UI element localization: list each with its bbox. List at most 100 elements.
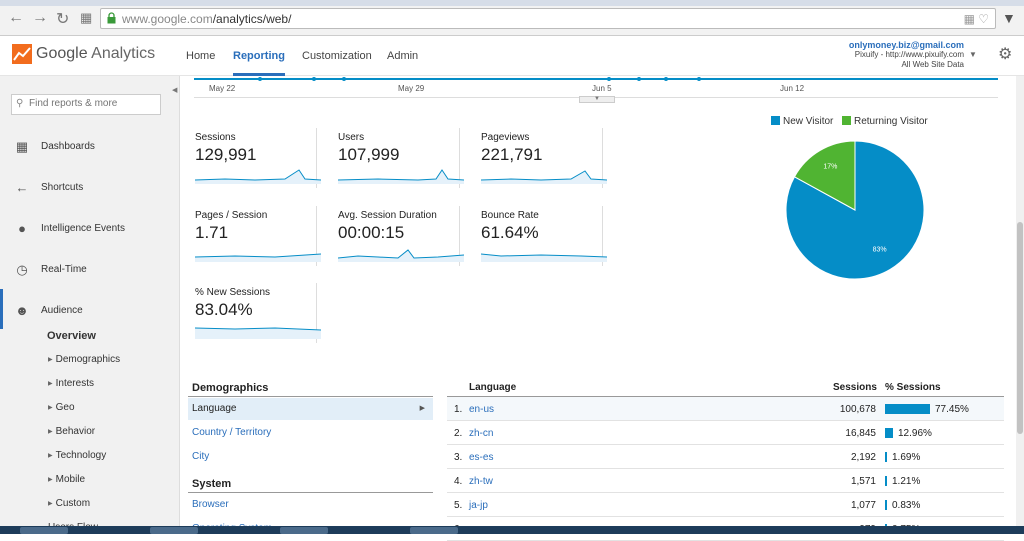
sidebar-item-audience[interactable]: ☻ Audience <box>0 289 180 329</box>
sidebar-sub-demographics[interactable]: ▶ Demographics <box>48 354 121 365</box>
expand-triangle-icon: ▶ <box>48 501 53 507</box>
timeline-resize-handle[interactable]: ▼ <box>579 96 615 103</box>
pie-slice-returning-visitor[interactable] <box>793 140 856 211</box>
taskbar-button[interactable] <box>280 527 328 534</box>
apps-grid-icon[interactable]: ▦ <box>80 10 93 25</box>
sidebar-item-label: Shortcuts <box>41 182 84 193</box>
column-header-sessions[interactable]: Sessions <box>833 382 877 393</box>
metric-label: Pageviews <box>481 132 530 143</box>
row-pct: 77.45% <box>935 404 969 415</box>
table-row[interactable]: 4. zh-tw 1,571 1.21% <box>447 469 1004 493</box>
metric-label: Avg. Session Duration <box>338 210 437 221</box>
sidebar-sub-custom[interactable]: ▶ Custom <box>48 498 91 509</box>
table-row[interactable]: 1. en-us 100,678 77.45% <box>447 397 1004 421</box>
sidebar-item-label: Audience <box>41 305 83 316</box>
metric-sessions[interactable]: Sessions 129,991 <box>181 128 321 188</box>
sidebar-item-shortcuts[interactable]: ← Shortcuts <box>0 175 180 201</box>
scrollbar-thumb[interactable] <box>1017 222 1023 434</box>
address-bar[interactable]: www.google.com/analytics/web/ ▦ ♡ <box>100 8 996 29</box>
pie-slice-new-visitor[interactable] <box>785 140 925 280</box>
sidebar: ◀ ⚲ ▦ Dashboards ← Shortcuts ● Intellige… <box>0 76 180 534</box>
collapse-sidebar-icon[interactable]: ◀ <box>172 87 178 94</box>
row-language-link[interactable]: en-us <box>469 404 495 415</box>
row-pct: 0.83% <box>892 500 921 511</box>
nav-home[interactable]: Home <box>186 50 216 62</box>
download-icon[interactable]: ▼ <box>1002 10 1016 26</box>
account-caret-icon[interactable]: ▼ <box>969 50 977 59</box>
sidebar-sub-mobile[interactable]: ▶ Mobile <box>48 474 86 485</box>
pie-slice-label: 17% <box>823 163 837 170</box>
search-input[interactable] <box>29 98 157 109</box>
nav-admin[interactable]: Admin <box>387 50 419 62</box>
demographics-title: Demographics <box>192 382 269 394</box>
row-pct: 12.96% <box>898 428 932 439</box>
account-selector[interactable]: onlymoney.biz@gmail.com Pixuify - http:/… <box>849 40 964 70</box>
search-icon: ⚲ <box>16 98 24 109</box>
nav-customization[interactable]: Customization <box>302 50 372 62</box>
row-language-link[interactable]: es-es <box>469 452 494 463</box>
nav-reporting[interactable]: Reporting <box>233 50 285 76</box>
demo-item-language[interactable]: Language ▶ <box>188 398 433 420</box>
sidebar-sub-interests[interactable]: ▶ Interests <box>48 378 94 389</box>
legend-returning-visitor[interactable]: Returning Visitor <box>842 116 928 127</box>
metric-label: Pages / Session <box>195 210 268 221</box>
account-email: onlymoney.biz@gmail.com <box>848 40 964 50</box>
taskbar-button[interactable] <box>150 527 198 534</box>
row-language-link[interactable]: zh-cn <box>469 428 494 439</box>
chevron-right-icon: ▶ <box>419 405 425 412</box>
column-header-pct-sessions[interactable]: % Sessions <box>885 382 941 393</box>
metric-label: % New Sessions <box>195 287 271 298</box>
sidebar-item-label: Dashboards <box>41 141 95 152</box>
metric-pageviews[interactable]: Pageviews 221,791 <box>467 128 607 188</box>
expand-triangle-icon: ▶ <box>48 381 53 387</box>
sidebar-sub-behavior[interactable]: ▶ Behavior <box>48 426 96 437</box>
taskbar-button[interactable] <box>410 527 458 534</box>
sidebar-sub-technology[interactable]: ▶ Technology <box>48 450 107 461</box>
row-language-link[interactable]: ja-jp <box>469 500 488 511</box>
tab-strip[interactable] <box>0 0 1024 6</box>
table-row[interactable]: 2. zh-cn 16,845 12.96% <box>447 421 1004 445</box>
sidebar-sub-overview[interactable]: Overview <box>47 330 96 342</box>
metric-value: 129,991 <box>195 145 257 164</box>
analytics-logo-icon <box>12 44 32 64</box>
grid-icon: ▦ <box>15 139 29 154</box>
shortcut-arrow-icon: ← <box>15 180 29 195</box>
metric-label: Users <box>338 132 365 143</box>
row-language-link[interactable]: zh-tw <box>469 476 493 487</box>
report-search[interactable]: ⚲ <box>11 94 161 115</box>
timeline-date: May 22 <box>209 84 236 93</box>
forward-icon[interactable]: → <box>32 9 48 26</box>
sparkline <box>195 327 321 339</box>
row-pct-bar <box>885 428 893 438</box>
row-sessions: 2,192 <box>850 452 876 463</box>
demo-item-country[interactable]: Country / Territory <box>192 427 272 438</box>
sparkline <box>338 169 464 184</box>
back-icon[interactable]: ← <box>8 9 24 26</box>
row-rank: 1. <box>454 404 463 415</box>
bookmark-star-icon[interactable]: ▦ ♡ <box>963 12 989 26</box>
page-scrollbar[interactable] <box>1016 76 1024 534</box>
lightbulb-icon: ● <box>18 221 26 236</box>
metric-avg-session-duration[interactable]: Avg. Session Duration 00:00:15 <box>324 206 464 266</box>
expand-triangle-icon: ▶ <box>48 477 53 483</box>
expand-triangle-icon: ▶ <box>48 429 53 435</box>
metric-users[interactable]: Users 107,999 <box>324 128 464 188</box>
system-title: System <box>192 478 232 490</box>
taskbar-button[interactable] <box>20 527 68 534</box>
divider <box>188 492 433 493</box>
metric-pages-per-session[interactable]: Pages / Session 1.71 <box>181 206 321 266</box>
sidebar-item-intelligence-events[interactable]: ● Intelligence Events <box>0 216 180 242</box>
row-sessions: 1,571 <box>850 476 876 487</box>
metric-new-sessions[interactable]: % New Sessions 83.04% <box>181 283 321 343</box>
sidebar-item-real-time[interactable]: ◷ Real-Time <box>0 257 180 283</box>
metric-bounce-rate[interactable]: Bounce Rate 61.64% <box>467 206 607 266</box>
table-row[interactable]: 3. es-es 2,192 1.69% <box>447 445 1004 469</box>
reload-icon[interactable]: ↻ <box>56 11 70 28</box>
legend-new-visitor[interactable]: New Visitor <box>771 116 833 127</box>
gear-icon[interactable]: ⚙ <box>998 46 1013 63</box>
sidebar-sub-geo[interactable]: ▶ Geo <box>48 402 75 413</box>
demo-item-city[interactable]: City <box>192 451 210 462</box>
table-row[interactable]: 5. ja-jp 1,077 0.83% <box>447 493 1004 517</box>
system-item-browser[interactable]: Browser <box>192 499 229 510</box>
sidebar-item-dashboards[interactable]: ▦ Dashboards <box>0 134 180 160</box>
